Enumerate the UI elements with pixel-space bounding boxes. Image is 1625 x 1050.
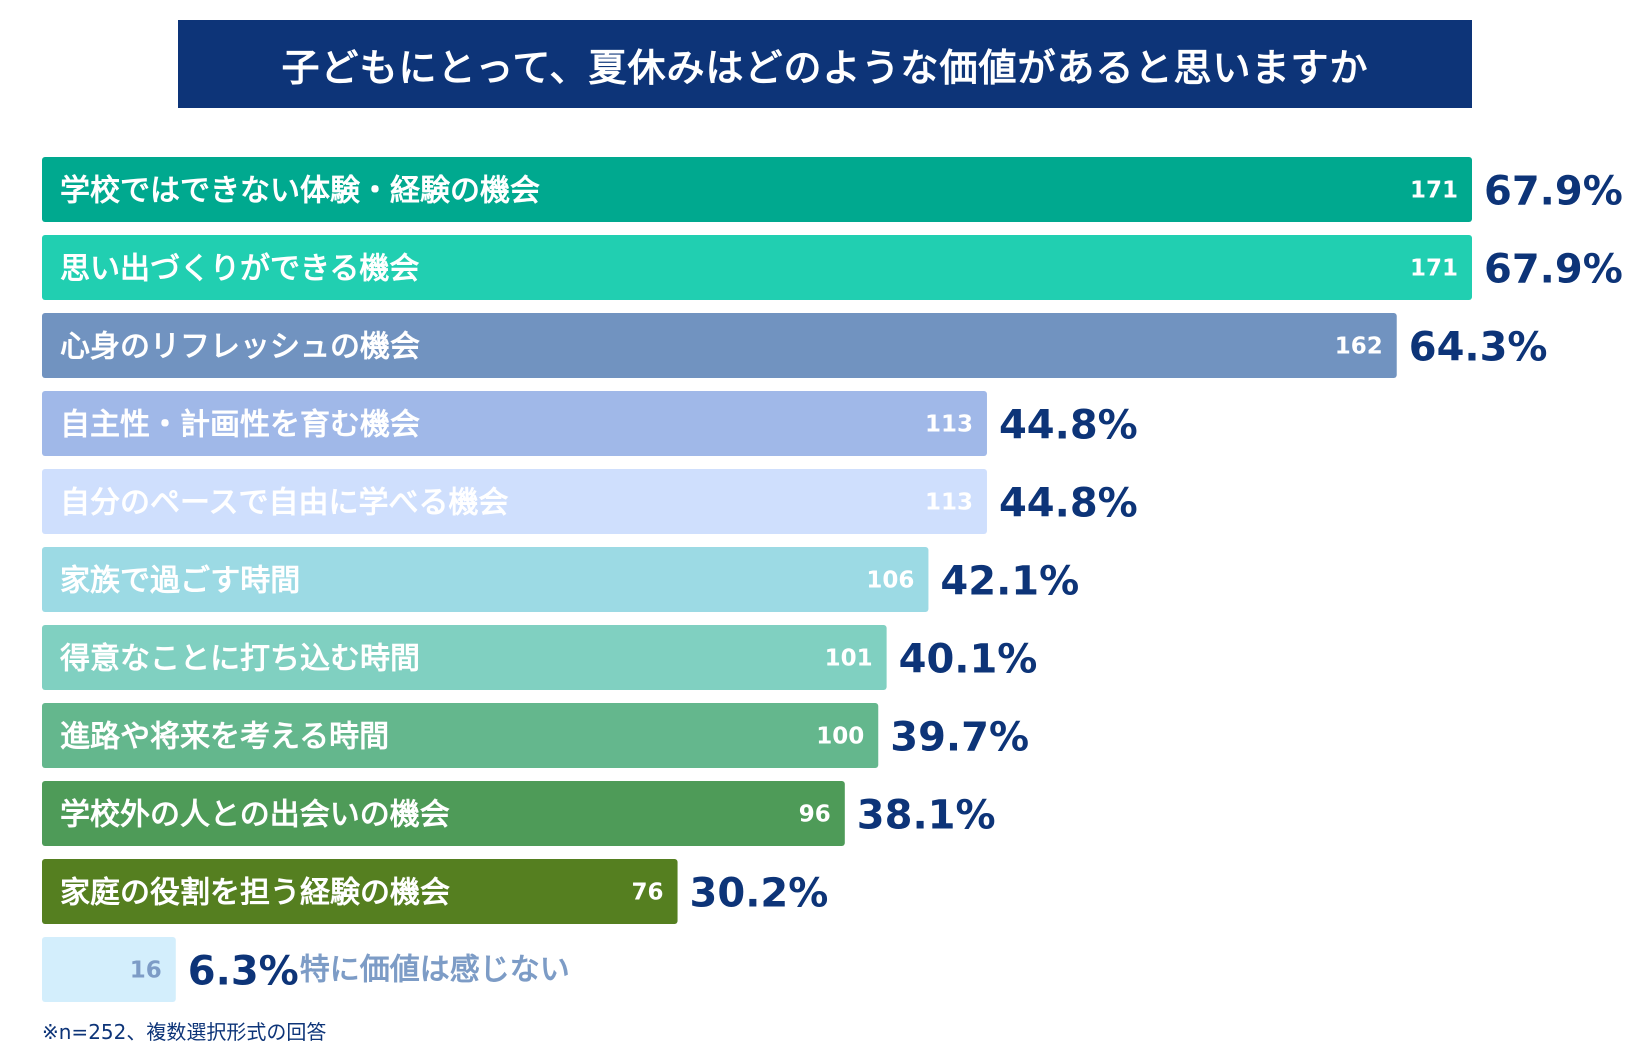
bar-percent-label-10: 30.2% <box>690 871 829 917</box>
bar-count-label-1: 171 <box>1410 178 1458 204</box>
category-label-6: 家族で過ごす時間 <box>60 564 300 599</box>
category-label-10: 家庭の役割を担う経験の機会 <box>60 876 450 911</box>
bar-count-label-7: 101 <box>825 646 873 672</box>
bar-6 <box>42 547 929 612</box>
bar-percent-label-3: 64.3% <box>1409 325 1548 371</box>
bar-percent-label-2: 67.9% <box>1484 247 1623 293</box>
bar-count-label-6: 106 <box>866 568 914 594</box>
bar-9 <box>42 781 845 846</box>
bar-chart: 171 67.9% 学校ではできない体験・経験の機会 171 67.9% 思い出づくりがで… <box>42 157 1623 1002</box>
bar-count-label-8: 100 <box>816 724 864 750</box>
bar-count-label-11: 16 <box>130 958 162 984</box>
chart-title-banner: 子どもにとって、夏休みはどのような価値があると思いますか <box>178 20 1472 108</box>
bar-percent-label-9: 38.1% <box>857 793 996 839</box>
category-label-11: 特に価値は感じない <box>300 953 570 988</box>
category-label-1: 学校ではできない体験・経験の機会 <box>60 174 540 209</box>
category-label-4: 自主性・計画性を育む機会 <box>60 408 420 443</box>
category-label-2: 思い出づくりができる機会 <box>60 252 419 287</box>
category-label-7: 得意なことに打ち込む時間 <box>59 642 420 677</box>
bar-count-label-3: 162 <box>1335 334 1383 360</box>
bar-5 <box>42 469 987 534</box>
bar-7 <box>42 625 887 690</box>
bar-percent-label-11: 6.3% <box>188 949 299 995</box>
bar-count-label-2: 171 <box>1410 256 1458 282</box>
bar-4 <box>42 391 987 456</box>
bar-count-label-9: 96 <box>799 802 831 828</box>
footnote: ※n=252、複数選択形式の回答 <box>42 1020 327 1044</box>
bar-percent-label-5: 44.8% <box>999 481 1138 527</box>
bar-percent-label-1: 67.9% <box>1484 169 1623 215</box>
bar-count-label-10: 76 <box>632 880 664 906</box>
bar-percent-label-4: 44.8% <box>999 403 1138 449</box>
bar-10 <box>42 859 678 924</box>
category-label-5: 自分のペースで自由に学べる機会 <box>60 486 509 521</box>
bar-3 <box>42 313 1397 378</box>
bar-11 <box>42 937 176 1002</box>
bar-1 <box>42 157 1472 222</box>
bar-2 <box>42 235 1472 300</box>
bar-percent-label-7: 40.1% <box>899 637 1038 683</box>
bar-count-label-5: 113 <box>925 490 973 516</box>
category-label-9: 学校外の人との出会いの機会 <box>60 798 450 833</box>
bar-count-label-4: 113 <box>925 412 973 438</box>
category-label-8: 進路や将来を考える時間 <box>60 720 389 755</box>
category-label-3: 心身のリフレッシュの機会 <box>60 330 420 365</box>
bar-percent-label-8: 39.7% <box>890 715 1029 761</box>
bar-8 <box>42 703 879 768</box>
bar-percent-label-6: 42.1% <box>940 559 1079 605</box>
chart-title: 子どもにとって、夏休みはどのような価値があると思いますか <box>281 45 1369 90</box>
